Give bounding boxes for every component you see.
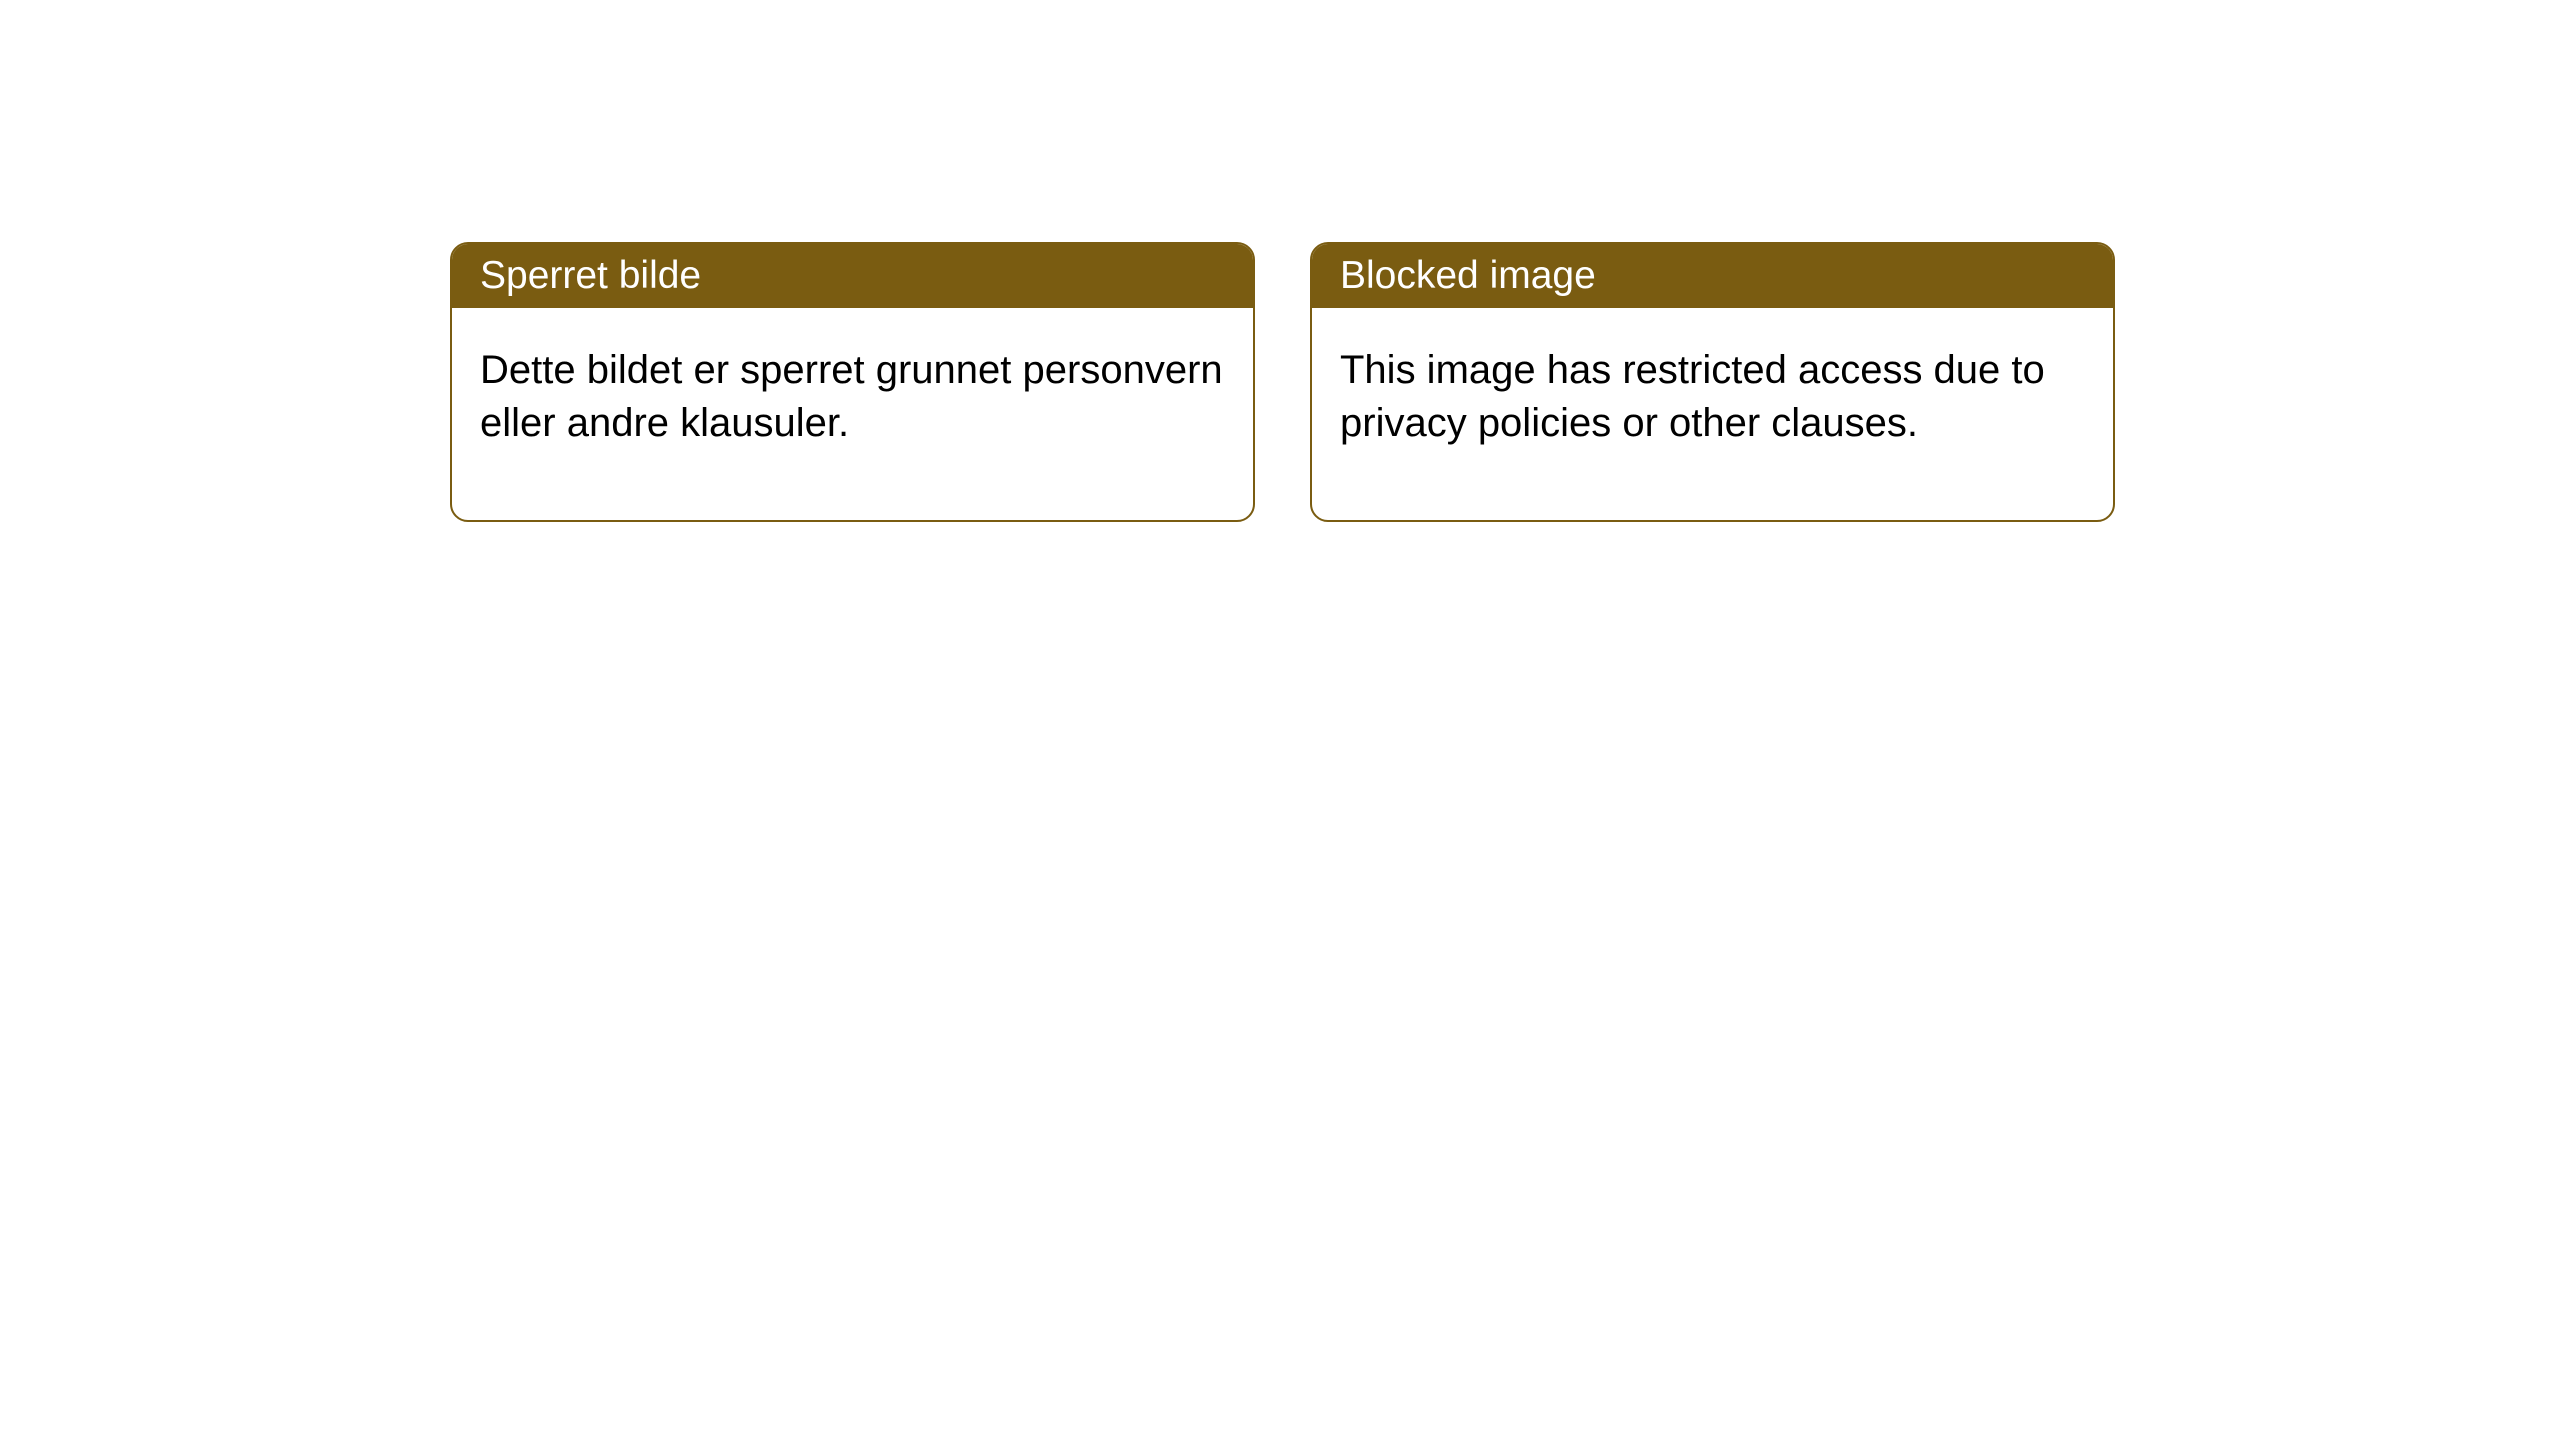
card-message: This image has restricted access due to … xyxy=(1340,348,2045,445)
card-body: This image has restricted access due to … xyxy=(1312,308,2113,520)
card-body: Dette bildet er sperret grunnet personve… xyxy=(452,308,1253,520)
card-title: Blocked image xyxy=(1340,254,1596,297)
card-title: Sperret bilde xyxy=(480,254,701,297)
card-header: Sperret bilde xyxy=(452,244,1253,308)
blocked-image-card-norwegian: Sperret bilde Dette bildet er sperret gr… xyxy=(450,242,1255,522)
card-header: Blocked image xyxy=(1312,244,2113,308)
blocked-image-card-english: Blocked image This image has restricted … xyxy=(1310,242,2115,522)
card-message: Dette bildet er sperret grunnet personve… xyxy=(480,348,1223,445)
notice-container: Sperret bilde Dette bildet er sperret gr… xyxy=(0,0,2560,522)
